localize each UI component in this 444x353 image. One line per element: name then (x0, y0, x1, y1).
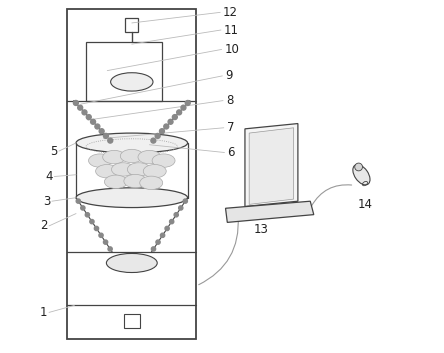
Text: 5: 5 (50, 145, 57, 157)
Circle shape (160, 233, 165, 238)
Circle shape (151, 138, 156, 143)
Circle shape (90, 220, 94, 224)
Circle shape (178, 206, 183, 210)
Ellipse shape (103, 150, 126, 164)
Polygon shape (226, 201, 314, 222)
Circle shape (99, 233, 103, 238)
Circle shape (85, 213, 90, 217)
Bar (126, 68, 138, 77)
Ellipse shape (88, 154, 111, 167)
Text: 3: 3 (43, 195, 50, 208)
Text: 6: 6 (227, 146, 235, 159)
Text: 1: 1 (40, 306, 47, 319)
Circle shape (172, 115, 177, 120)
Circle shape (164, 124, 169, 129)
Text: 9: 9 (225, 70, 233, 82)
Circle shape (82, 110, 87, 115)
Ellipse shape (353, 164, 370, 185)
Circle shape (174, 213, 178, 217)
Text: 13: 13 (254, 223, 268, 236)
Circle shape (103, 133, 108, 138)
Circle shape (91, 119, 95, 124)
Circle shape (108, 138, 113, 143)
Circle shape (355, 163, 362, 171)
Circle shape (78, 105, 83, 110)
Ellipse shape (138, 150, 161, 164)
Circle shape (76, 199, 80, 203)
Circle shape (181, 105, 186, 110)
Circle shape (95, 226, 99, 231)
Ellipse shape (95, 164, 119, 178)
Polygon shape (245, 124, 298, 207)
Ellipse shape (152, 154, 175, 167)
Ellipse shape (107, 253, 157, 273)
Circle shape (73, 101, 78, 106)
Text: 12: 12 (223, 6, 238, 19)
Circle shape (151, 247, 155, 251)
Ellipse shape (127, 163, 151, 176)
Text: 11: 11 (224, 24, 239, 36)
Ellipse shape (76, 188, 187, 208)
Circle shape (108, 247, 112, 251)
Text: 14: 14 (357, 198, 373, 211)
Ellipse shape (111, 73, 153, 91)
Ellipse shape (76, 133, 187, 153)
Text: 4: 4 (45, 170, 52, 183)
Circle shape (165, 226, 169, 231)
Ellipse shape (111, 163, 135, 176)
Ellipse shape (104, 175, 127, 189)
Circle shape (95, 124, 100, 129)
Circle shape (86, 115, 91, 120)
Circle shape (170, 220, 174, 224)
Bar (123, 44, 141, 58)
Ellipse shape (124, 174, 147, 188)
Text: 2: 2 (40, 220, 47, 232)
Circle shape (103, 240, 108, 244)
Text: 8: 8 (226, 94, 233, 107)
Circle shape (185, 101, 190, 106)
Ellipse shape (120, 149, 143, 163)
Text: 7: 7 (226, 121, 234, 134)
Bar (86, 42, 162, 101)
Ellipse shape (140, 176, 163, 190)
Polygon shape (249, 128, 293, 204)
Circle shape (156, 240, 160, 244)
Circle shape (168, 119, 173, 124)
Circle shape (183, 199, 187, 203)
Text: 10: 10 (225, 43, 239, 56)
Bar (124, 314, 139, 328)
Circle shape (159, 129, 164, 134)
Bar (67, 9, 196, 339)
Bar (126, 18, 138, 32)
Circle shape (155, 133, 160, 138)
Circle shape (177, 110, 182, 115)
Ellipse shape (143, 164, 166, 178)
Circle shape (81, 206, 85, 210)
Circle shape (99, 129, 104, 134)
